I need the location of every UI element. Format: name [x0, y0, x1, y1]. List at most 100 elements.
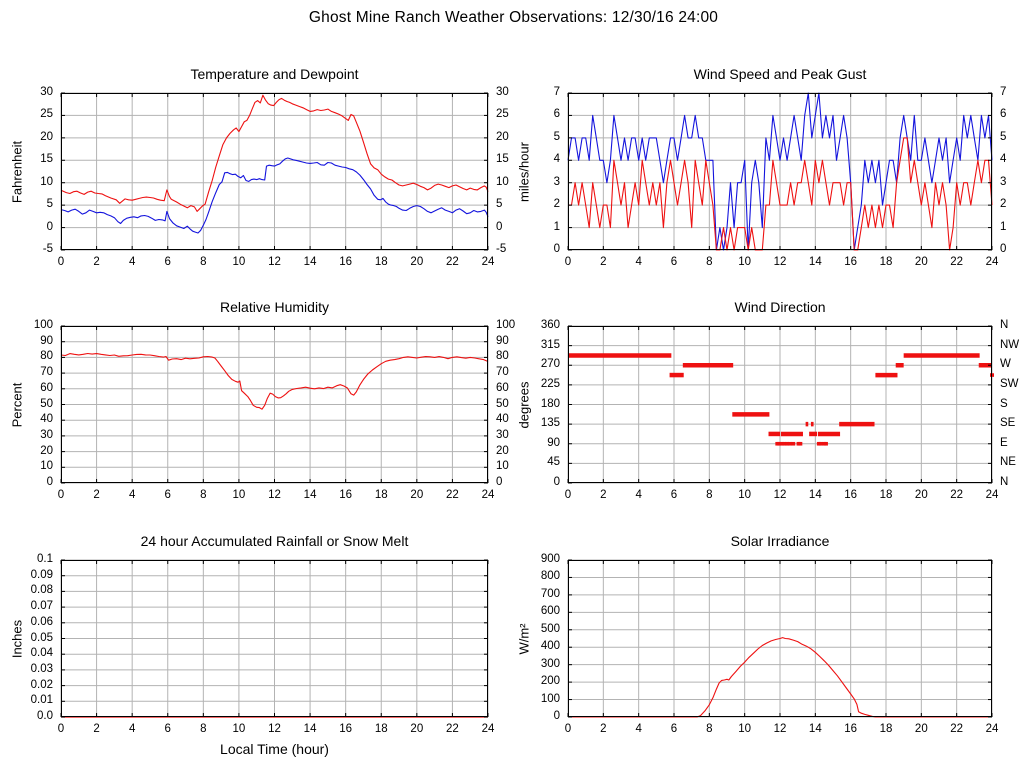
wind-speed-peak-gust-xtick-label: 2	[600, 256, 607, 268]
wind-speed-peak-gust-xtick-label: 8	[706, 256, 713, 268]
temperature-dewpoint-xtick-label: 2	[93, 256, 100, 268]
wind-speed-peak-gust-xtick-label: 18	[879, 256, 893, 268]
relative-humidity-xtick-label: 0	[57, 489, 65, 501]
wind-direction-xtick-label: 14	[808, 489, 822, 501]
temperature-dewpoint-xtick-label: 12	[268, 256, 281, 268]
relative-humidity-xtick-label: 10	[232, 489, 246, 501]
chart-wind-speed-peak-gust: Wind Speed and Peak Gust 0 0 1 1 2 2 3 3 4 4 5 5 6 6 7 7…	[517, 66, 1007, 268]
relative-humidity-right-label: 0	[496, 476, 503, 488]
rainfall-snowmelt-xtick-label: 14	[303, 723, 317, 735]
solar-irradiance-xtick-label: 20	[914, 723, 928, 735]
wind-direction-ytick-label: 315	[540, 338, 560, 351]
relative-humidity-right-label: 50	[496, 397, 509, 410]
rainfall-snowmelt-xtick-label: 8	[200, 723, 207, 735]
solar-irradiance-ytick-label: 700	[540, 587, 560, 600]
wind-speed-peak-gust-right-label: 6	[1000, 108, 1007, 121]
relative-humidity-plot-area	[60, 325, 489, 484]
solar-irradiance-xtick-label: 4	[635, 723, 642, 735]
wind-speed-peak-gust-plot-area	[567, 92, 993, 251]
rainfall-snowmelt-ytick-label: 0.04	[30, 647, 53, 660]
wind-speed-peak-gust-right-label: 0	[1000, 243, 1007, 255]
solar-irradiance-xtick-label: 16	[844, 723, 858, 735]
wind-speed-peak-gust-ytick-label: 7	[553, 86, 560, 98]
wind-speed-peak-gust-ytick-label: 3	[553, 175, 560, 188]
rainfall-snowmelt-xtick-label: 6	[164, 723, 171, 735]
temperature-dewpoint-xtick-label: 22	[446, 256, 459, 268]
wind-direction-right-label: SE	[1000, 417, 1016, 430]
rainfall-snowmelt-xtick-label: 20	[410, 723, 424, 735]
wind-direction-right-label: SW	[1000, 377, 1019, 390]
solar-irradiance-xtick-label: 18	[879, 723, 893, 735]
wind-speed-peak-gust-right-label: 7	[1000, 86, 1007, 98]
relative-humidity-xtick-label: 4	[128, 489, 136, 501]
rainfall-snowmelt-ytick-label: 0.1	[37, 553, 53, 565]
relative-humidity-xtick-label: 6	[164, 489, 171, 501]
chart-solar-irradiance: Solar Irradiance 0 100 200 300 400 500 600 700 80…	[517, 533, 999, 735]
solar-irradiance-xtick-label: 24	[985, 723, 999, 735]
temperature-dewpoint-right-label: -5	[496, 243, 507, 255]
wind-speed-peak-gust-right-label: 3	[1000, 175, 1007, 188]
relative-humidity-ytick-label: 30	[40, 428, 53, 441]
wind-speed-peak-gust-right-label: 1	[1000, 220, 1007, 233]
temperature-dewpoint-right-label: 20	[496, 130, 509, 143]
wind-direction-right-label: N	[1000, 476, 1009, 488]
temperature-dewpoint-xtick-label: 10	[232, 256, 246, 268]
wind-direction-ytick-label: 45	[547, 456, 560, 469]
relative-humidity-xtick-label: 22	[446, 489, 459, 501]
wind-speed-peak-gust-xtick-label: 4	[635, 256, 642, 268]
wind-direction-xtick-label: 22	[950, 489, 964, 501]
temperature-dewpoint-plot-area	[60, 92, 489, 251]
wind-direction-ytick-label: 360	[540, 319, 560, 331]
series-wind-direction-dot	[823, 441, 828, 446]
temperature-dewpoint-y-axis-label: Fahrenheit	[9, 140, 25, 203]
wind-speed-peak-gust-ytick-label: 4	[553, 153, 560, 166]
relative-humidity-right-label: 80	[496, 350, 509, 363]
solar-irradiance-ytick-label: 400	[540, 640, 560, 653]
rainfall-snowmelt-title: 24 hour Accumulated Rainfall or Snow Mel…	[140, 533, 409, 549]
rainfall-snowmelt-ytick-label: 0.02	[30, 678, 53, 691]
solar-irradiance-plot-area	[567, 559, 993, 718]
wind-speed-peak-gust-right-label: 4	[1000, 153, 1007, 166]
relative-humidity-right-label: 40	[496, 413, 509, 426]
wind-direction-xtick-label: 0	[564, 489, 572, 501]
relative-humidity-xtick-label: 12	[268, 489, 281, 501]
wind-direction-xtick-label: 8	[706, 489, 713, 501]
relative-humidity-right-label: 70	[496, 366, 509, 379]
series-wind-direction-dot	[791, 441, 796, 446]
solar-irradiance-ytick-label: 900	[540, 553, 560, 565]
rainfall-snowmelt-x-axis-label: Local Time (hour)	[220, 741, 329, 757]
wind-speed-peak-gust-xtick-label: 14	[808, 256, 822, 268]
series-temperature	[60, 94, 489, 212]
rainfall-snowmelt-ytick-label: 0.06	[30, 615, 53, 628]
rainfall-snowmelt-ytick-label: 0.0	[37, 710, 53, 722]
relative-humidity-xtick-label: 18	[374, 489, 388, 501]
series-wind-direction-dot	[782, 441, 787, 446]
temperature-dewpoint-ytick-label: 30	[40, 86, 53, 98]
solar-irradiance-ytick-label: 200	[540, 675, 560, 688]
wind-direction-xtick-label: 10	[738, 489, 752, 501]
series-wind-direction-dot	[818, 441, 823, 446]
rainfall-snowmelt-ytick-label: 0.05	[30, 631, 53, 644]
wind-direction-xtick-label: 6	[670, 489, 678, 501]
temperature-dewpoint-ytick-label: 5	[46, 198, 53, 211]
temperature-dewpoint-ytick-label: 15	[40, 153, 53, 166]
relative-humidity-right-label: 100	[496, 319, 516, 331]
temperature-dewpoint-ytick-label: 10	[40, 175, 53, 188]
wind-speed-peak-gust-ytick-label: 5	[553, 130, 560, 143]
solar-irradiance-y-axis-label: W/m²	[516, 622, 532, 655]
wind-speed-peak-gust-xtick-label: 10	[738, 256, 752, 268]
wind-direction-right-label: NE	[1000, 456, 1016, 469]
relative-humidity-ytick-label: 40	[40, 413, 53, 426]
temperature-dewpoint-xtick-label: 14	[303, 256, 317, 268]
wind-direction-ytick-label: 90	[547, 436, 560, 449]
temperature-dewpoint-xtick-label: 20	[410, 256, 424, 268]
solar-irradiance-title: Solar Irradiance	[730, 533, 830, 549]
wind-direction-ytick-label: 225	[540, 377, 560, 390]
wind-speed-peak-gust-right-label: 2	[1000, 198, 1007, 211]
wind-speed-peak-gust-xtick-label: 16	[844, 256, 858, 268]
series-wind-direction-dot	[785, 441, 790, 446]
series-wind-speed	[568, 137, 993, 251]
wind-speed-peak-gust-xtick-label: 24	[985, 256, 999, 268]
temperature-dewpoint-xtick-label: 24	[481, 256, 495, 268]
